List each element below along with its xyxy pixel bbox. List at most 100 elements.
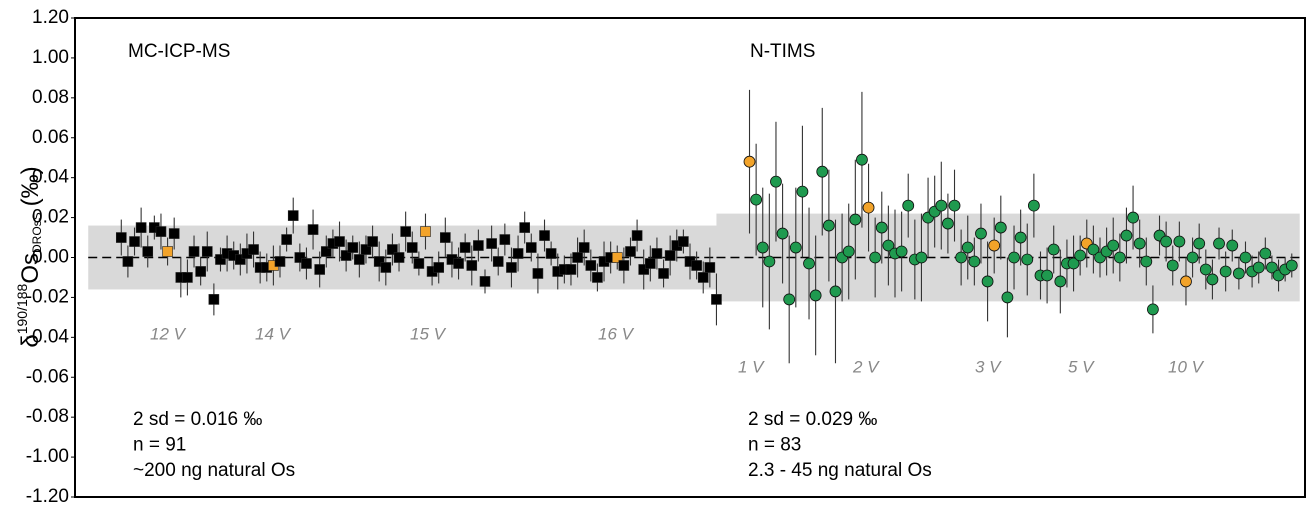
point	[499, 234, 511, 245]
point	[1107, 239, 1120, 252]
point	[955, 251, 968, 264]
point	[895, 245, 908, 258]
point	[578, 242, 590, 253]
point	[882, 239, 895, 252]
point	[492, 256, 504, 267]
point	[1252, 261, 1265, 274]
plot-frame	[74, 17, 1306, 498]
point	[981, 275, 994, 288]
point	[201, 246, 213, 257]
point	[822, 219, 835, 232]
point	[1166, 259, 1179, 272]
stats-note: 2.3 - 45 ng natural Os	[748, 460, 932, 481]
point	[1147, 303, 1159, 316]
stats-note: 2 sd = 0.029 ‰	[748, 409, 877, 430]
y-label-part: 190/188	[14, 283, 30, 334]
point	[743, 155, 756, 168]
point	[188, 246, 200, 257]
y-label-part: (‰)	[17, 166, 44, 206]
y-tick-label: 1.00	[32, 47, 69, 68]
point	[440, 232, 451, 243]
point	[301, 258, 312, 269]
point	[314, 264, 325, 275]
point	[829, 285, 842, 298]
point	[512, 248, 524, 259]
point	[195, 266, 206, 277]
point	[618, 260, 630, 271]
point	[1206, 273, 1219, 286]
point	[902, 199, 915, 212]
point	[611, 252, 623, 263]
point	[1127, 211, 1139, 224]
point	[1285, 259, 1298, 272]
point	[1160, 235, 1173, 248]
y-tick-label: 1.20	[32, 7, 69, 28]
point	[770, 175, 782, 188]
y-tick-label: 0.08	[32, 87, 69, 108]
y-tick-label: -0.08	[26, 406, 69, 427]
point	[711, 294, 722, 305]
point	[162, 246, 173, 257]
point	[783, 293, 796, 306]
point	[129, 236, 140, 247]
point	[367, 236, 378, 247]
point	[360, 244, 372, 255]
point	[809, 289, 822, 302]
point	[750, 193, 763, 206]
point	[545, 248, 557, 259]
stats-note: ~200 ng natural Os	[133, 460, 295, 481]
point	[592, 272, 603, 283]
point	[413, 258, 425, 269]
point	[1074, 249, 1087, 262]
point	[631, 230, 643, 241]
panel-title: MC-ICP-MS	[128, 41, 230, 62]
point	[182, 272, 193, 283]
point	[274, 256, 286, 267]
point	[453, 258, 464, 269]
point	[988, 239, 1001, 252]
voltage-label: 16 V	[598, 324, 635, 343]
point	[373, 256, 385, 267]
point	[1226, 239, 1239, 252]
point	[756, 241, 769, 254]
point	[506, 262, 517, 273]
point	[1232, 267, 1245, 280]
point	[869, 251, 882, 264]
point	[354, 254, 365, 265]
point	[1001, 291, 1014, 304]
point	[307, 224, 319, 235]
point	[387, 244, 398, 255]
voltage-label: 10 V	[1168, 357, 1205, 376]
point	[525, 242, 537, 253]
point	[294, 252, 306, 263]
y-label-part: δ	[17, 334, 44, 347]
point	[842, 245, 855, 258]
point	[849, 213, 862, 226]
point	[862, 201, 875, 214]
y-tick-label: -0.02	[26, 286, 69, 307]
point	[1014, 231, 1027, 244]
point	[961, 241, 974, 254]
y-tick-label: -1.20	[26, 486, 69, 507]
point	[875, 221, 888, 234]
point	[486, 238, 497, 249]
point	[347, 242, 359, 253]
y-label-part: DROsS	[30, 212, 44, 253]
point	[776, 227, 789, 240]
point	[420, 226, 431, 237]
stats-note: 2 sd = 0.016 ‰	[133, 409, 262, 430]
point	[856, 153, 868, 166]
point	[658, 268, 669, 279]
point	[585, 260, 597, 271]
y-tick-label: 0.06	[32, 127, 69, 148]
point	[678, 236, 689, 247]
point	[1113, 251, 1126, 264]
point	[122, 256, 134, 267]
point	[1259, 247, 1272, 260]
y-tick-label: 0.02	[32, 207, 69, 228]
point	[1067, 257, 1080, 270]
voltage-label: 12 V	[150, 324, 187, 343]
point	[1199, 263, 1212, 276]
point	[664, 250, 676, 261]
point	[1193, 237, 1206, 250]
